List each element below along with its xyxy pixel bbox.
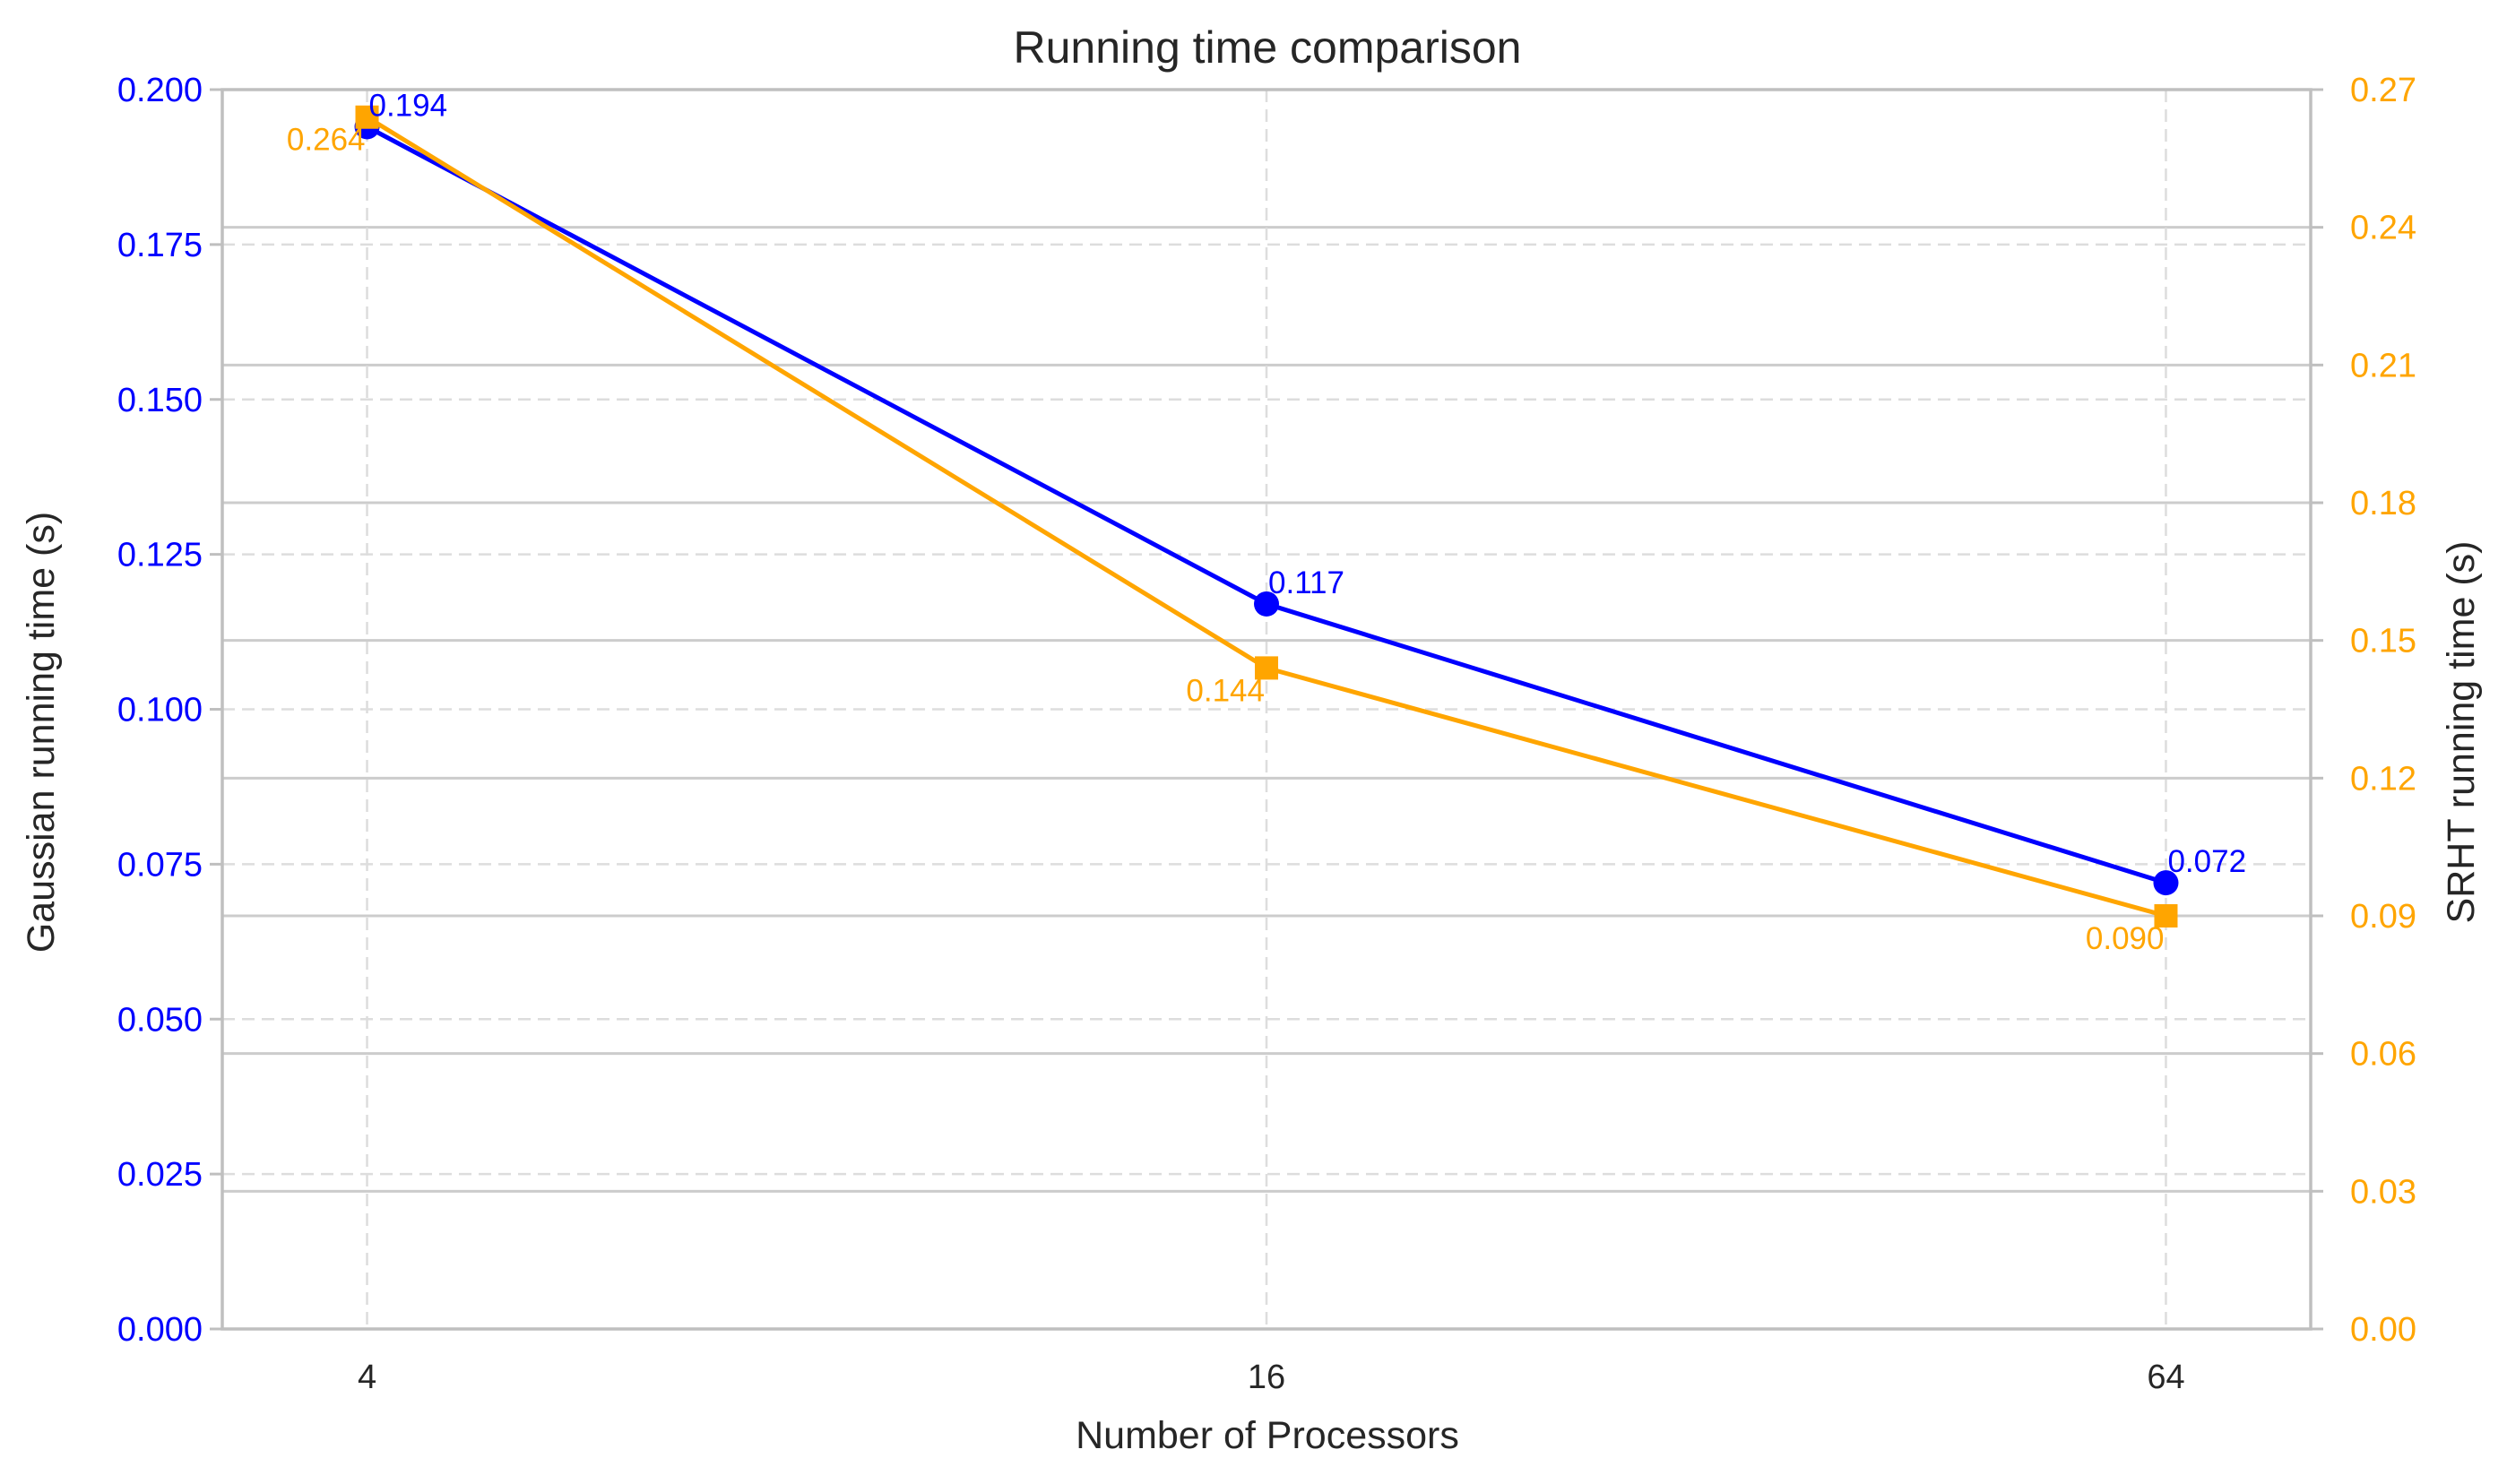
y-left-tick-label-0: 0.000 — [117, 1311, 203, 1349]
y-left-tick-label-7: 0.175 — [117, 227, 203, 264]
data-label-srht-1: 0.144 — [1186, 673, 1265, 708]
data-label-gaussian-1: 0.117 — [1268, 565, 1344, 600]
x-tick-label-1: 16 — [1248, 1359, 1285, 1396]
series-point-srht-2 — [2154, 904, 2178, 928]
y-right-tick-label-6: 0.18 — [2350, 485, 2416, 522]
y-left-tick-label-5: 0.125 — [117, 537, 203, 574]
y-right-tick-label-8: 0.24 — [2350, 210, 2416, 247]
y-right-tick-label-1: 0.03 — [2350, 1173, 2416, 1211]
y-left-tick-label-6: 0.150 — [117, 382, 203, 419]
y-right-tick-label-3: 0.09 — [2350, 898, 2416, 936]
y-right-tick-label-7: 0.21 — [2350, 347, 2416, 384]
series-point-srht-0 — [355, 105, 379, 129]
chart-title: Running time comparison — [1014, 22, 1522, 73]
series — [354, 105, 2179, 928]
y-axis-right-label: SRHT running time (s) — [2440, 541, 2483, 924]
data-label-srht-0: 0.264 — [287, 123, 366, 158]
y-right-tick-label-0: 0.00 — [2350, 1311, 2416, 1349]
series-point-gaussian-1 — [1254, 591, 1279, 617]
series-point-gaussian-2 — [2153, 870, 2179, 896]
x-tick-label-2: 64 — [2147, 1359, 2184, 1396]
y-right-tick-label-2: 0.06 — [2350, 1036, 2416, 1074]
y-right-tick-label-9: 0.27 — [2350, 72, 2416, 109]
y-right-tick-label-5: 0.15 — [2350, 623, 2416, 660]
y-left-tick-label-3: 0.075 — [117, 846, 203, 884]
y-left-tick-label-1: 0.025 — [117, 1156, 203, 1194]
y-left-tick-label-2: 0.050 — [117, 1001, 203, 1039]
data-label-gaussian-2: 0.072 — [2167, 844, 2246, 879]
y-right-tick-label-4: 0.12 — [2350, 760, 2416, 798]
series-point-srht-1 — [1255, 656, 1278, 680]
data-labels: 0.194 0.117 0.072 0.264 0.144 0.090 — [287, 88, 2246, 956]
y-axis-left-label: Gaussian running time (s) — [20, 512, 63, 953]
x-axis-label: Number of Processors — [1076, 1414, 1459, 1457]
data-label-srht-2: 0.090 — [2086, 921, 2165, 956]
y-left-tick-label-8: 0.200 — [117, 72, 203, 109]
data-label-gaussian-0: 0.194 — [369, 88, 448, 123]
axes: 0.000 0.025 0.050 0.075 0.100 0.125 0.150 0.175… — [117, 72, 2416, 1396]
x-tick-label-0: 4 — [358, 1359, 376, 1396]
y-left-tick-label-4: 0.100 — [117, 692, 203, 729]
